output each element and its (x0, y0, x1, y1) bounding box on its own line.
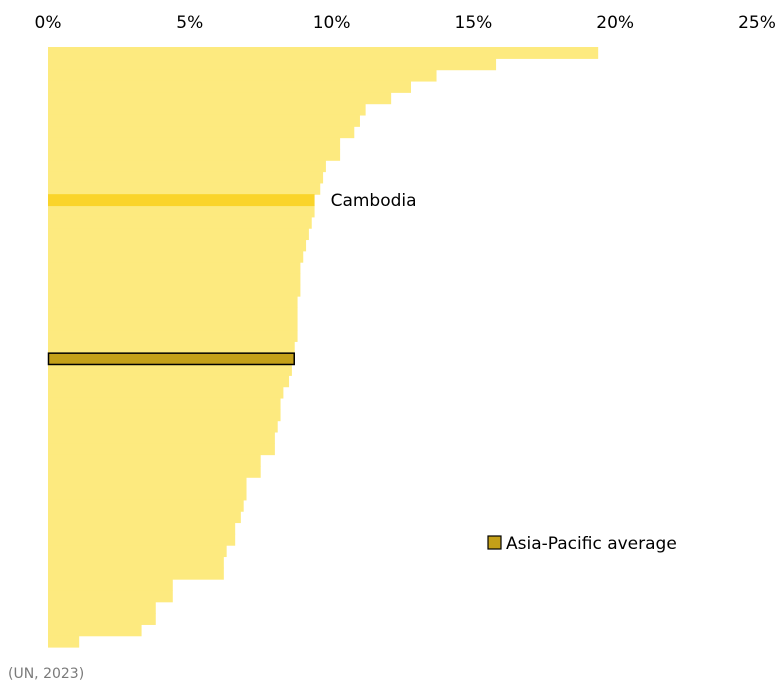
bar (48, 341, 295, 354)
x-tick-label: 10% (313, 13, 351, 33)
bar (48, 443, 275, 456)
bar (48, 511, 241, 524)
bar (48, 454, 261, 467)
bar (48, 488, 247, 501)
bar-asia-pacific-average (47, 352, 295, 366)
bar (48, 296, 298, 308)
bar (48, 499, 244, 512)
bar (48, 250, 304, 263)
bar (48, 409, 281, 422)
x-tick-label: 0% (35, 13, 62, 33)
bar (48, 228, 309, 241)
x-tick-label: 5% (176, 13, 203, 33)
x-tick-label: 25% (738, 13, 776, 33)
bar (48, 420, 278, 433)
bar (48, 262, 301, 275)
x-tick-label: 20% (596, 13, 634, 33)
bar (48, 126, 355, 139)
bar (48, 205, 315, 218)
bar (48, 556, 224, 569)
bar (48, 522, 236, 535)
bar (48, 307, 298, 320)
bar (48, 69, 437, 82)
bar-cambodia (48, 194, 315, 207)
bar (48, 545, 227, 558)
legend: Asia-Pacific average (487, 534, 677, 554)
bar (48, 171, 324, 184)
bar (48, 92, 392, 105)
bar (48, 182, 321, 195)
legend-label-average: Asia-Pacific average (506, 534, 677, 554)
bar (48, 239, 307, 252)
bar (48, 601, 156, 614)
bar (48, 477, 247, 490)
bar (48, 273, 301, 286)
bar (48, 386, 284, 399)
bar (48, 579, 173, 591)
cambodia-callout: Cambodia (331, 191, 417, 211)
bar (48, 590, 173, 603)
bar (48, 114, 360, 127)
bar (48, 397, 281, 410)
bar (48, 363, 292, 376)
bar (48, 567, 224, 580)
legend-swatch-average (487, 535, 502, 550)
bar (48, 533, 236, 546)
bars (47, 47, 599, 648)
x-axis-ticks: 0% 5% 10% 15% 20% 25% (35, 13, 776, 33)
bar (48, 284, 301, 297)
bar (48, 431, 275, 444)
bar (48, 635, 80, 648)
source-note: (UN, 2023) (8, 666, 85, 682)
bar (48, 318, 298, 331)
bar (48, 148, 341, 161)
bar (48, 137, 341, 150)
bar (48, 216, 312, 229)
bar (48, 160, 326, 173)
bar (48, 330, 298, 342)
bar (48, 375, 290, 388)
bar (48, 613, 156, 625)
bar (48, 465, 261, 478)
bar (48, 624, 142, 637)
bar (48, 80, 412, 93)
bar (48, 47, 599, 59)
bar (48, 103, 366, 116)
bar (48, 58, 497, 71)
x-tick-label: 15% (455, 13, 493, 33)
